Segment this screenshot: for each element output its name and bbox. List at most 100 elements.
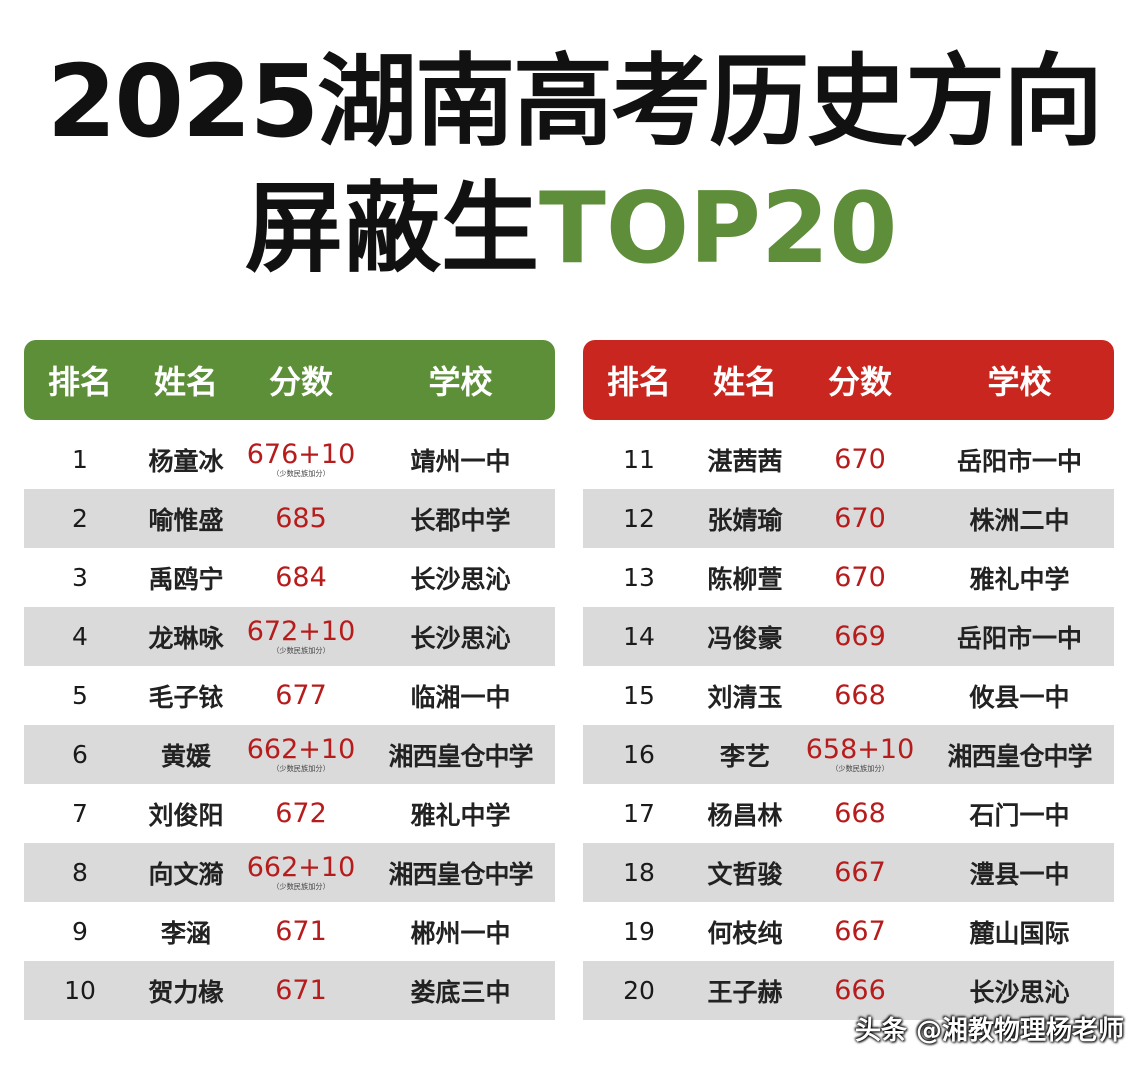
name-cell: 向文漪 — [148, 859, 224, 889]
table-row: 12 张婧瑜 670 株洲二中 — [583, 489, 1114, 548]
rank-cell: 20 — [623, 976, 655, 1005]
table-header-right: 排名 姓名 分数 学校 — [583, 340, 1114, 420]
score-value: 672+10 — [246, 616, 356, 647]
header-name: 姓名 — [153, 363, 218, 401]
score-note: （少数民族加分） — [831, 764, 889, 773]
rank-cell: 15 — [623, 681, 655, 710]
name-cell: 刘俊阳 — [148, 800, 224, 830]
header-score: 分数 — [268, 363, 333, 401]
rank-cell: 11 — [623, 445, 655, 474]
score-value: 670 — [834, 444, 886, 475]
name-cell: 陈柳萱 — [707, 564, 783, 594]
name-cell: 冯俊豪 — [707, 623, 783, 653]
rank-cell: 2 — [72, 504, 88, 533]
score-note: （少数民族加分） — [272, 764, 330, 773]
header-rank: 排名 — [47, 363, 112, 401]
school-cell: 岳阳市一中 — [956, 446, 1082, 476]
score-value: 677 — [275, 680, 327, 711]
score-cell: 662+10 （少数民族加分） — [236, 736, 366, 773]
ranking-table-left: 排名 姓名 分数 学校 1 杨童冰 676+10 （少数民族加分） 靖州一中 2 喻惟盛 68… — [24, 340, 555, 1020]
score-cell: 668 — [795, 800, 925, 827]
page-title-line1: 2025湖南高考历史方向 — [46, 43, 1103, 160]
score-value: 666 — [834, 975, 886, 1006]
score-value: 672 — [275, 798, 327, 829]
table-row: 1 杨童冰 676+10 （少数民族加分） 靖州一中 — [24, 430, 555, 489]
table-row: 4 龙琳咏 672+10 （少数民族加分） 长沙思沁 — [24, 607, 555, 666]
name-cell: 杨昌林 — [707, 800, 783, 830]
rank-cell: 3 — [72, 563, 88, 592]
score-value: 670 — [834, 562, 886, 593]
table-row: 10 贺力椽 671 娄底三中 — [24, 961, 555, 1020]
score-cell: 662+10 （少数民族加分） — [236, 854, 366, 891]
score-cell: 667 — [795, 859, 925, 886]
name-cell: 龙琳咏 — [148, 623, 224, 653]
score-value: 668 — [834, 680, 886, 711]
score-cell: 672 — [236, 800, 366, 827]
rank-cell: 17 — [623, 799, 655, 828]
score-cell: 666 — [795, 977, 925, 1004]
score-cell: 684 — [236, 564, 366, 591]
name-cell: 禹鸥宁 — [148, 564, 224, 594]
score-cell: 672+10 （少数民族加分） — [236, 618, 366, 655]
school-cell: 麓山国际 — [969, 918, 1070, 948]
rank-cell: 7 — [72, 799, 88, 828]
table-row: 3 禹鸥宁 684 长沙思沁 — [24, 548, 555, 607]
rank-cell: 16 — [623, 740, 655, 769]
score-value: 684 — [275, 562, 327, 593]
score-value: 668 — [834, 798, 886, 829]
name-cell: 湛茜茜 — [707, 446, 783, 476]
table-row: 9 李涵 671 郴州一中 — [24, 902, 555, 961]
school-cell: 湘西皇仓中学 — [388, 859, 533, 889]
header-school: 学校 — [428, 363, 493, 401]
rank-cell: 9 — [72, 917, 88, 946]
score-value: 662+10 — [246, 734, 356, 765]
score-value: 658+10 — [805, 734, 915, 765]
title-main: 屏蔽生 — [245, 172, 540, 286]
rank-cell: 10 — [64, 976, 96, 1005]
page-title-line2: 屏蔽生TOP20 — [245, 180, 897, 278]
header-rank: 排名 — [606, 363, 671, 401]
name-cell: 文哲骏 — [707, 859, 783, 889]
rank-cell: 4 — [72, 622, 88, 651]
score-cell: 685 — [236, 505, 366, 532]
school-cell: 雅礼中学 — [410, 800, 511, 830]
score-cell: 658+10 （少数民族加分） — [795, 736, 925, 773]
table-row: 15 刘清玉 668 攸县一中 — [583, 666, 1114, 725]
table-header-left: 排名 姓名 分数 学校 — [24, 340, 555, 420]
school-cell: 株洲二中 — [969, 505, 1070, 535]
name-cell: 李涵 — [160, 918, 211, 948]
table-body-left: 1 杨童冰 676+10 （少数民族加分） 靖州一中 2 喻惟盛 685 长郡中学 3 禹鸥宁 684… — [24, 430, 555, 1020]
name-cell: 李艺 — [719, 741, 770, 771]
name-cell: 杨童冰 — [148, 446, 224, 476]
name-cell: 张婧瑜 — [707, 505, 783, 535]
header-school: 学校 — [987, 363, 1052, 401]
table-row: 11 湛茜茜 670 岳阳市一中 — [583, 430, 1114, 489]
score-value: 670 — [834, 503, 886, 534]
score-cell: 667 — [795, 918, 925, 945]
rank-cell: 5 — [72, 681, 88, 710]
school-cell: 湘西皇仓中学 — [947, 741, 1092, 771]
table-body-right: 11 湛茜茜 670 岳阳市一中 12 张婧瑜 670 株洲二中 13 陈柳萱 670 雅礼中学 14 冯… — [583, 430, 1114, 1020]
score-cell: 676+10 （少数民族加分） — [236, 441, 366, 478]
score-value: 667 — [834, 857, 886, 888]
table-row: 13 陈柳萱 670 雅礼中学 — [583, 548, 1114, 607]
score-note: （少数民族加分） — [272, 469, 330, 478]
title-accent: TOP20 — [539, 172, 898, 286]
score-value: 676+10 — [246, 439, 356, 470]
rank-cell: 1 — [72, 445, 88, 474]
score-cell: 670 — [795, 564, 925, 591]
table-row: 7 刘俊阳 672 雅礼中学 — [24, 784, 555, 843]
school-cell: 长沙思沁 — [410, 564, 511, 594]
table-row: 17 杨昌林 668 石门一中 — [583, 784, 1114, 843]
name-cell: 喻惟盛 — [148, 505, 224, 535]
rank-cell: 18 — [623, 858, 655, 887]
school-cell: 郴州一中 — [410, 918, 511, 948]
table-row: 6 黄媛 662+10 （少数民族加分） 湘西皇仓中学 — [24, 725, 555, 784]
table-row: 16 李艺 658+10 （少数民族加分） 湘西皇仓中学 — [583, 725, 1114, 784]
school-cell: 娄底三中 — [410, 977, 511, 1007]
school-cell: 长沙思沁 — [410, 623, 511, 653]
school-cell: 岳阳市一中 — [956, 623, 1082, 653]
school-cell: 澧县一中 — [969, 859, 1070, 889]
header-name: 姓名 — [712, 363, 777, 401]
table-row: 20 王子赫 666 长沙思沁 — [583, 961, 1114, 1020]
